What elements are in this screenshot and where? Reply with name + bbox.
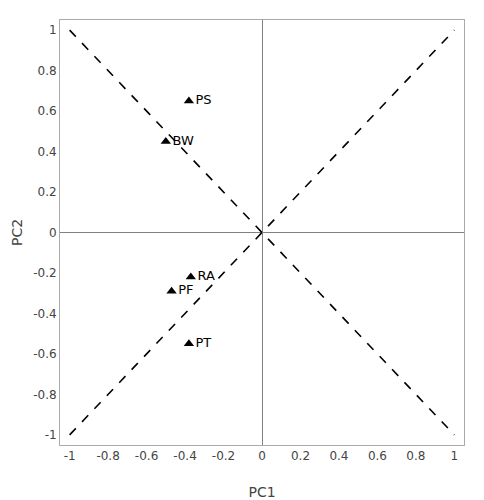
svg-text:-0.8: -0.8 bbox=[96, 449, 119, 463]
svg-text:PF: PF bbox=[178, 282, 193, 297]
svg-text:PT: PT bbox=[196, 335, 212, 350]
svg-text:PC1: PC1 bbox=[248, 484, 275, 500]
svg-text:-1: -1 bbox=[45, 428, 57, 442]
svg-text:0.2: 0.2 bbox=[291, 449, 310, 463]
svg-text:0: 0 bbox=[258, 449, 266, 463]
svg-text:-0.6: -0.6 bbox=[135, 449, 158, 463]
svg-text:PS: PS bbox=[196, 92, 212, 107]
svg-text:0.4: 0.4 bbox=[38, 145, 57, 159]
svg-text:0.2: 0.2 bbox=[38, 185, 57, 199]
svg-text:0: 0 bbox=[49, 226, 57, 240]
svg-text:PC2: PC2 bbox=[9, 219, 25, 246]
svg-text:-0.2: -0.2 bbox=[33, 266, 56, 280]
svg-text:0.8: 0.8 bbox=[38, 64, 57, 78]
svg-text:RA: RA bbox=[197, 268, 215, 283]
svg-text:0.4: 0.4 bbox=[329, 449, 348, 463]
svg-text:-0.4: -0.4 bbox=[173, 449, 196, 463]
svg-text:-1: -1 bbox=[64, 449, 76, 463]
svg-text:BW: BW bbox=[172, 133, 193, 148]
svg-text:-0.2: -0.2 bbox=[212, 449, 235, 463]
svg-text:0.6: 0.6 bbox=[38, 104, 57, 118]
svg-text:-0.4: -0.4 bbox=[33, 307, 56, 321]
svg-text:-0.6: -0.6 bbox=[33, 347, 56, 361]
svg-text:0.8: 0.8 bbox=[406, 449, 425, 463]
svg-text:-0.8: -0.8 bbox=[33, 388, 56, 402]
svg-text:0.6: 0.6 bbox=[368, 449, 387, 463]
svg-text:1: 1 bbox=[49, 23, 57, 37]
svg-text:1: 1 bbox=[451, 449, 459, 463]
